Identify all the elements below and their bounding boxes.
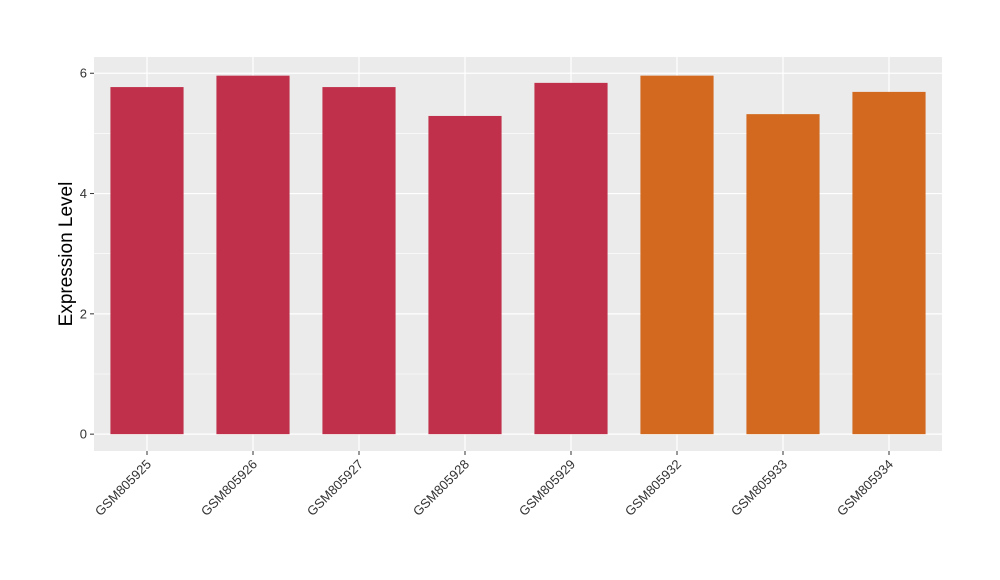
bar: [534, 82, 608, 435]
x-tick-label: GSM805928: [410, 457, 472, 519]
y-tick-label: 6: [80, 66, 87, 81]
bar: [110, 87, 184, 435]
bar: [428, 115, 502, 435]
y-axis-title: Expression Level: [56, 182, 77, 327]
bar: [746, 114, 820, 435]
y-tick-label: 4: [80, 186, 87, 201]
x-tick-label: GSM805927: [304, 457, 366, 519]
y-tick-label: 0: [80, 427, 87, 442]
bar: [322, 87, 396, 435]
x-tick-label: GSM805934: [834, 457, 896, 519]
x-tick-label: GSM805932: [622, 457, 684, 519]
x-tick-label: GSM805933: [728, 457, 790, 519]
y-tick-label: 2: [80, 306, 87, 321]
x-tick-label: GSM805926: [198, 457, 260, 519]
bar: [640, 75, 714, 435]
bar: [852, 91, 926, 435]
x-tick-label: GSM805929: [516, 457, 578, 519]
x-tick-label: GSM805925: [92, 457, 154, 519]
bar: [216, 75, 290, 435]
